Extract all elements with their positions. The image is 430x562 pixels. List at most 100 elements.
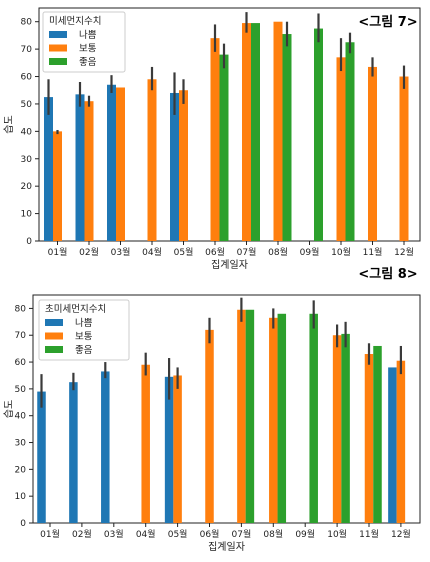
x-axis-label: 집계일자 (211, 259, 248, 271)
x-tick-label: 08월 (263, 528, 283, 540)
bar (309, 313, 318, 523)
y-tick-label: 10 (21, 210, 33, 220)
y-tick-label: 50 (15, 385, 27, 395)
x-tick-label: 03월 (104, 528, 124, 540)
y-tick-label: 30 (15, 439, 27, 449)
x-tick-label: 10월 (331, 246, 351, 258)
x-tick-label: 09월 (295, 528, 315, 540)
bar (210, 38, 220, 242)
bar (84, 101, 94, 241)
x-tick-label: 08월 (268, 246, 288, 258)
legend-label: 좋음 (75, 345, 93, 356)
y-tick-label: 20 (21, 182, 33, 192)
bar (368, 66, 377, 241)
bar (364, 354, 374, 523)
bar (237, 309, 246, 523)
bar (147, 79, 157, 241)
legend-label: 나쁨 (79, 30, 97, 41)
chart-1: 0 10 20 30 40 50 60 70 80 01월 02월 03월 04월 05월 06월 07월 08… (3, 7, 421, 271)
x-tick-label: 04월 (136, 528, 156, 540)
bar (179, 90, 188, 241)
x-tick-label: 05월 (174, 246, 194, 258)
bar (282, 34, 292, 242)
bar (345, 42, 355, 241)
bar (336, 57, 346, 242)
bar (141, 364, 150, 523)
y-tick-label: 70 (15, 331, 27, 341)
x-tick-label: 06월 (200, 528, 220, 540)
bar (101, 371, 110, 523)
y-tick-label: 0 (20, 519, 26, 529)
y-tick-label: 40 (15, 412, 27, 422)
legend-swatch (45, 319, 63, 326)
x-tick-label: 12월 (391, 528, 411, 540)
y-tick-label: 10 (15, 492, 27, 502)
legend-label: 나쁨 (75, 318, 93, 329)
bar (373, 345, 382, 523)
bar (116, 87, 125, 242)
y-axis-label: 습도 (3, 115, 15, 133)
bar (75, 94, 85, 241)
x-tick-label: 07월 (237, 246, 257, 258)
bar (219, 54, 229, 241)
bar (251, 23, 260, 241)
x-tick-label: 05월 (168, 528, 188, 540)
bar (245, 309, 255, 523)
bar (396, 360, 406, 523)
legend-label: 좋음 (79, 57, 97, 68)
y-tick-label: 80 (15, 304, 27, 314)
legend-swatch (49, 44, 67, 52)
y-tick-label: 30 (21, 155, 33, 165)
bar (37, 391, 46, 523)
legend-box (38, 299, 130, 361)
legend-box (42, 11, 126, 73)
bar (273, 21, 283, 241)
legend-swatch (45, 332, 63, 340)
y-tick-label: 70 (21, 45, 33, 55)
legend-swatch (49, 58, 67, 65)
legend-label: 보통 (75, 332, 93, 343)
legend-title: 초미세먼지수치 (45, 303, 106, 315)
x-tick-label: 03월 (111, 246, 131, 258)
bar (242, 23, 251, 241)
x-tick-label: 10월 (327, 528, 347, 540)
x-axis-label: 집계일자 (208, 541, 245, 553)
bar (332, 335, 342, 523)
y-axis-label: 습도 (3, 400, 15, 418)
y-tick-label: 40 (21, 127, 33, 137)
y-tick-label: 80 (21, 18, 33, 28)
x-tick-label: 11월 (363, 246, 383, 258)
x-tick-label: 12월 (394, 246, 414, 258)
figure-caption: <그림 8> (358, 267, 417, 282)
plot-frame (32, 294, 421, 524)
bar (388, 367, 397, 523)
legend-label: 보통 (79, 44, 97, 55)
y-tick-label: 60 (15, 358, 27, 368)
bar (44, 97, 53, 242)
x-tick-label: 11월 (359, 528, 379, 540)
bar (341, 333, 350, 523)
bar (269, 317, 278, 523)
x-tick-label: 06월 (205, 246, 225, 258)
bar (53, 131, 62, 241)
bar (107, 84, 116, 242)
chart-2: 0 10 20 30 40 50 60 70 80 01월 02월 03월 04월 05월 06월 07월 08… (3, 267, 421, 553)
y-tick-label: 50 (21, 100, 33, 110)
y-tick-label: 0 (26, 237, 32, 247)
bar (277, 313, 287, 523)
y-tick-label: 20 (15, 465, 27, 475)
bar (399, 76, 409, 241)
plot-frame (38, 7, 421, 242)
bar (173, 375, 182, 523)
bar (170, 92, 179, 241)
x-tick-label: 01월 (48, 246, 68, 258)
x-tick-label: 02월 (72, 528, 92, 540)
x-tick-label: 02월 (79, 246, 99, 258)
x-tick-label: 01월 (40, 528, 60, 540)
legend-title: 미세먼지수치 (49, 15, 101, 27)
x-tick-label: 09월 (300, 246, 320, 258)
y-tick-label: 60 (21, 73, 33, 83)
